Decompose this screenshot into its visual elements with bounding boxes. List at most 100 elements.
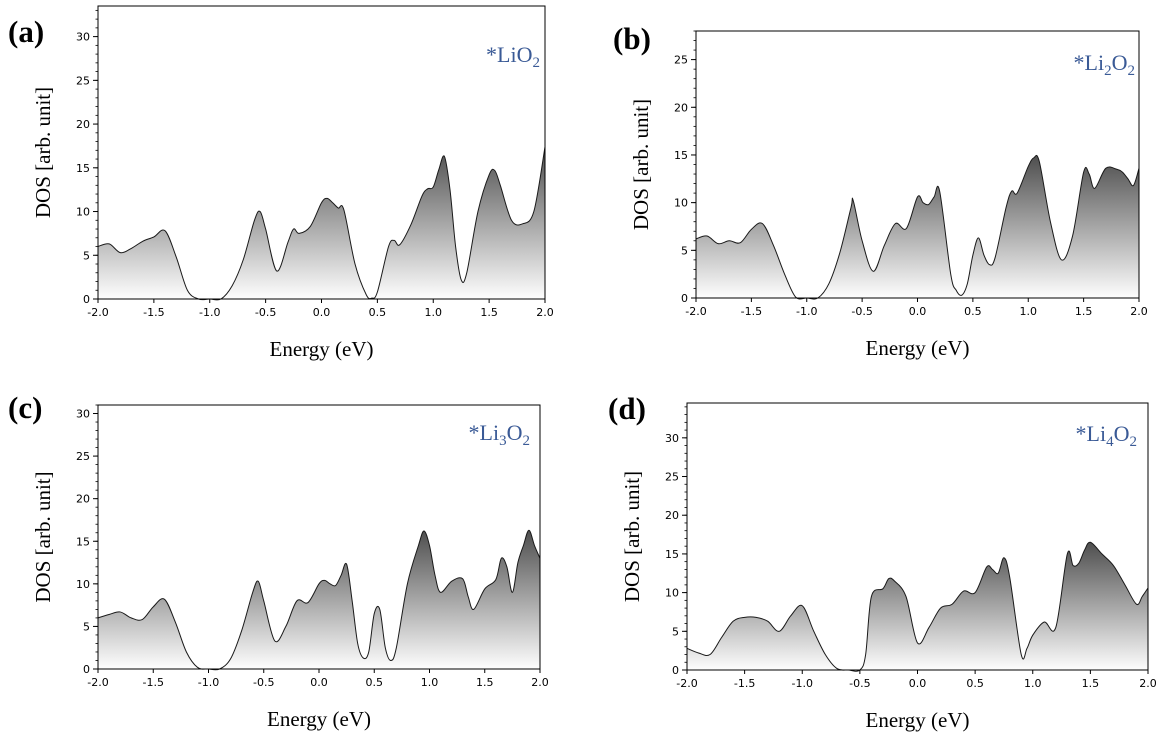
dos-area-fill — [98, 146, 545, 300]
x-tick-label: 0.0 — [310, 676, 328, 689]
dos-area-fill — [98, 530, 540, 670]
x-tick-label: 1.0 — [1024, 677, 1042, 690]
annotation-subscript-o: 2 — [1130, 434, 1138, 450]
y-tick-label: 30 — [665, 432, 679, 445]
y-tick-label: 5 — [83, 249, 90, 262]
y-tick-label: 15 — [665, 548, 679, 561]
y-tick-label: 0 — [83, 663, 90, 676]
dos-curve — [686, 541, 1149, 672]
y-tick-label: 10 — [76, 206, 90, 219]
annotation-prefix: *Li — [1074, 50, 1105, 75]
x-tick-label: 0.0 — [313, 306, 331, 319]
x-tick-label: -0.5 — [851, 305, 872, 318]
y-tick-label: 25 — [674, 54, 688, 67]
annotation-oxygen: O — [1114, 421, 1130, 446]
x-tick-label: -1.0 — [792, 677, 813, 690]
y-axis-title: DOS [arb. unit] — [629, 99, 653, 230]
annotation-prefix: *Li — [1076, 421, 1107, 446]
y-tick-label: 20 — [665, 509, 679, 522]
x-tick-label: -0.5 — [253, 676, 274, 689]
panel-label: (d) — [608, 391, 646, 426]
x-tick-label: -1.0 — [796, 305, 817, 318]
x-tick-label: -2.0 — [676, 677, 697, 690]
y-tick-label: 20 — [76, 493, 90, 506]
y-tick-label: 10 — [665, 587, 679, 600]
x-tick-label: -2.0 — [685, 305, 706, 318]
y-tick-label: 30 — [76, 408, 90, 421]
dos-curve — [695, 154, 1140, 300]
y-tick-label: 25 — [665, 471, 679, 484]
annotation-subscript-o: 2 — [1128, 63, 1136, 79]
annotation-oxygen: O — [517, 42, 533, 67]
x-tick-label: 0.5 — [366, 676, 384, 689]
annotation-subscript-o: 2 — [523, 433, 531, 449]
annotation-subscript-li: 4 — [1106, 434, 1114, 450]
x-tick-label: 0.5 — [369, 306, 387, 319]
dos-area-fill — [687, 542, 1148, 672]
annotation-oxygen: O — [507, 420, 523, 445]
species-annotation: *Li4O2 — [1076, 421, 1137, 450]
y-tick-label: 0 — [672, 664, 679, 677]
species-annotation: *Li2O2 — [1074, 50, 1135, 79]
panel-c: 0 5 10 15 20 25 30 -2.0 -1.5 -1.0 -0.5 0.0 0.5 1.0 1.5… — [8, 390, 549, 731]
panel-label: (b) — [613, 21, 651, 56]
dos-area-fill — [696, 155, 1139, 300]
x-tick-label: 0.0 — [909, 677, 927, 690]
x-tick-label: 2.0 — [531, 676, 549, 689]
y-tick-label: 15 — [76, 162, 90, 175]
x-tick-label: -1.5 — [143, 306, 164, 319]
dos-curve — [97, 529, 541, 671]
x-tick-label: 1.5 — [1082, 677, 1100, 690]
x-tick-label: -2.0 — [87, 306, 108, 319]
y-tick-label: 20 — [76, 118, 90, 131]
dos-curve — [97, 146, 546, 301]
x-axis-title: Energy (eV) — [866, 708, 970, 732]
x-tick-label: 1.0 — [421, 676, 439, 689]
x-axis-title: Energy (eV) — [270, 337, 374, 361]
annotation-prefix: *Li — [469, 420, 500, 445]
y-tick-label: 30 — [76, 31, 90, 44]
annotation-oxygen: O — [1112, 50, 1128, 75]
x-tick-label: -0.5 — [849, 677, 870, 690]
species-annotation: *LiO2 — [486, 42, 540, 71]
x-tick-label: -1.5 — [734, 677, 755, 690]
x-tick-label: 1.5 — [1075, 305, 1093, 318]
species-annotation: *Li3O2 — [469, 420, 530, 449]
x-axis-title: Energy (eV) — [267, 707, 371, 731]
x-tick-label: 2.0 — [1139, 677, 1157, 690]
annotation-prefix: *Li — [486, 42, 517, 67]
x-tick-label: 0.0 — [909, 305, 927, 318]
annotation-subscript-o: 2 — [533, 55, 541, 71]
y-tick-label: 25 — [76, 74, 90, 87]
y-tick-label: 0 — [83, 293, 90, 306]
x-tick-label: 1.0 — [425, 306, 443, 319]
x-tick-label: -1.0 — [199, 306, 220, 319]
x-tick-label: 1.5 — [476, 676, 494, 689]
x-tick-label: 0.5 — [964, 305, 982, 318]
x-tick-label: 2.0 — [1130, 305, 1148, 318]
x-tick-label: 2.0 — [536, 306, 554, 319]
x-axis-title: Energy (eV) — [866, 336, 970, 360]
x-tick-label: 1.0 — [1020, 305, 1038, 318]
x-tick-label: -0.5 — [255, 306, 276, 319]
y-axis-title: DOS [arb. unit] — [620, 471, 644, 602]
x-tick-label: -1.5 — [143, 676, 164, 689]
panel-label: (c) — [8, 390, 42, 425]
x-tick-label: -2.0 — [87, 676, 108, 689]
y-tick-label: 5 — [672, 625, 679, 638]
panel-b: 0 5 10 15 20 25 -2.0 -1.5 -1.0 -0.5 0.0 0.5 1.0 1.5 2.… — [613, 21, 1148, 360]
x-tick-label: -1.5 — [741, 305, 762, 318]
x-tick-label: -1.0 — [198, 676, 219, 689]
y-tick-label: 10 — [674, 197, 688, 210]
y-tick-label: 5 — [83, 620, 90, 633]
panel-a: 0 5 10 15 20 25 30 -2.0 -1.5 -1.0 -0.5 0.0 0.5 1.0 1.5… — [8, 5, 554, 361]
y-tick-label: 20 — [674, 101, 688, 114]
y-axis-title: DOS [arb. unit] — [31, 471, 55, 602]
y-axis-title: DOS [arb. unit] — [31, 87, 55, 218]
y-tick-label: 15 — [76, 535, 90, 548]
panel-d: 0 5 10 15 20 25 30 -2.0 -1.5 -1.0 -0.5 0.0 0.5 1.0 1.5… — [608, 391, 1157, 732]
y-tick-label: 15 — [674, 149, 688, 162]
annotation-subscript-li: 2 — [1104, 63, 1112, 79]
